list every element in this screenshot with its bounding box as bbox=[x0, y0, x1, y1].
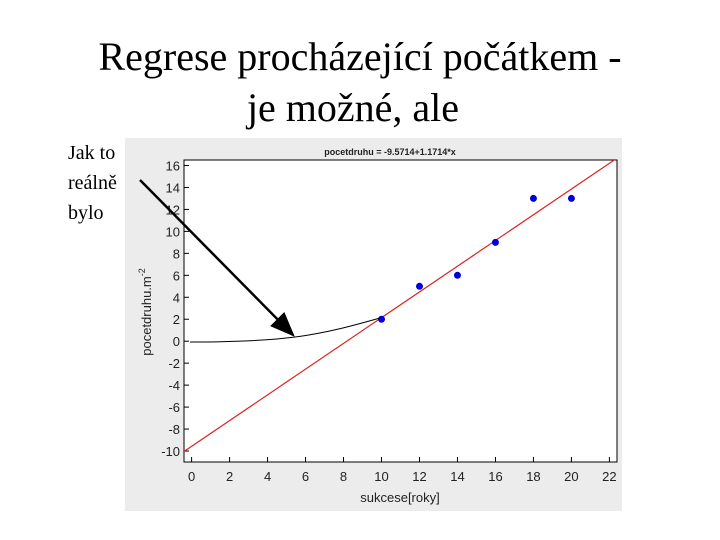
slide-text: bylo bbox=[68, 202, 104, 224]
slide-text: Jak to bbox=[68, 142, 115, 164]
x-tick-label: 0 bbox=[188, 469, 195, 484]
y-axis-title: pocetdruhu.m-2 bbox=[137, 268, 154, 356]
x-axis-title: sukcese[roky] bbox=[360, 490, 439, 505]
marks: 0 2 4 6 8 10 12 14 16 18 20 22 -10 -8 -6 -4 -2 0 2 4 6 8 10 12 1… bbox=[161, 158, 616, 484]
y-tick-label: 4 bbox=[173, 290, 180, 305]
point bbox=[415, 282, 423, 290]
y-tick-label: -2 bbox=[168, 356, 180, 371]
x-tick-label: 8 bbox=[340, 469, 347, 484]
y-tick-label: 6 bbox=[173, 268, 180, 283]
point bbox=[453, 271, 461, 279]
x-tick-label: 12 bbox=[412, 469, 426, 484]
point bbox=[378, 315, 386, 323]
x-tick-label: 4 bbox=[264, 469, 271, 484]
y-axis-title-main: pocetdruhu.m bbox=[139, 276, 154, 356]
x-tick-label: 16 bbox=[488, 469, 502, 484]
y-tick-label: 14 bbox=[166, 180, 180, 195]
x-tick-label: 14 bbox=[450, 469, 464, 484]
y-tick-label: 16 bbox=[166, 158, 180, 173]
plot-frame bbox=[183, 159, 618, 463]
x-tick-label: 20 bbox=[564, 469, 578, 484]
x-tick-label: 18 bbox=[526, 469, 540, 484]
x-tick-label: 10 bbox=[374, 469, 388, 484]
y-tick-label: 12 bbox=[166, 202, 180, 217]
y-tick-label: -10 bbox=[161, 444, 180, 459]
point bbox=[529, 194, 537, 202]
y-tick-label: 8 bbox=[173, 246, 180, 261]
slide-title: Regrese procházející počátkem - bbox=[98, 34, 621, 79]
y-tick-label: -4 bbox=[168, 378, 180, 393]
x-tick-label: 22 bbox=[602, 469, 616, 484]
slide-text: reálně bbox=[68, 172, 117, 194]
x-tick-label: 2 bbox=[226, 469, 233, 484]
y-tick-label: -8 bbox=[168, 422, 180, 437]
point bbox=[491, 238, 499, 246]
y-tick-label: -6 bbox=[168, 400, 180, 415]
annotation-arrow bbox=[139, 179, 295, 337]
x-tick-label: 6 bbox=[302, 469, 309, 484]
annotation-curve bbox=[189, 317, 381, 343]
chart-title: pocetdruhu = -9.5714+1.1714*x bbox=[324, 147, 456, 157]
fit-line bbox=[184, 160, 616, 452]
point bbox=[567, 194, 575, 202]
y-tick-label: 0 bbox=[173, 334, 180, 349]
y-tick-label: 2 bbox=[173, 312, 180, 327]
slide-title: je možné, ale bbox=[245, 85, 459, 130]
y-axis-title-sup: -2 bbox=[137, 268, 147, 276]
y-tick-label: 10 bbox=[166, 224, 180, 239]
